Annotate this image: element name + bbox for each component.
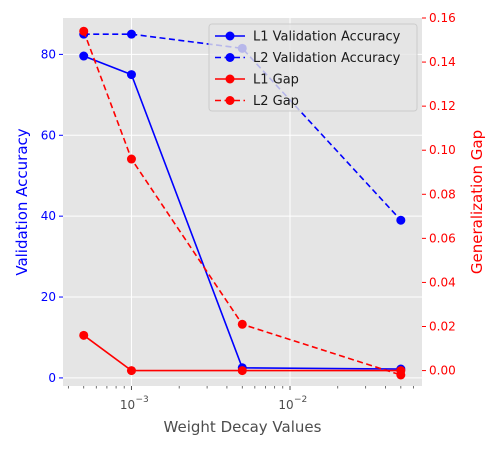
legend-label: L1 Validation Accuracy [253,30,401,45]
series-line [83,334,401,372]
data-point [396,215,406,225]
right-axis-ticks: 0.00 0.02 0.04 0.06 0.08 0.10 0.12 0.14 0.16 [422,11,456,378]
x-axis-label: Weight Decay Values [164,418,322,436]
series-l2-gap [79,26,406,380]
legend-label: L1 Gap [253,73,299,88]
right-y-axis-label: Generalization Gap [468,130,486,274]
right-tick-label: 0.10 [429,143,456,157]
right-tick-label: 0.02 [429,320,456,334]
data-point [126,366,136,376]
right-tick-label: 0.04 [429,275,456,289]
right-tick-label: 0.00 [429,364,456,378]
right-tick-label: 0.14 [429,55,456,69]
data-point [79,26,89,36]
data-point [79,51,89,61]
series-line [82,30,402,376]
x-tick-exponent: −3 [135,395,148,405]
legend-box [208,23,418,112]
series-line [83,33,402,221]
legend: L1 Validation Accuracy L2 Validation Accu… [208,23,418,112]
legend-marker [225,53,235,62]
data-point [126,29,136,39]
legend-marker [225,31,235,41]
x-axis-ticks: 10 −3 10 −2 [67,386,414,412]
left-tick-label: 60 [41,128,56,142]
data-point [237,319,247,329]
left-axis-ticks: 0 20 40 60 80 [41,47,63,385]
data-point [126,154,136,164]
data-point [396,370,406,380]
x-tick-exponent: −2 [294,395,307,405]
legend-label: L2 Validation Accuracy [253,51,401,66]
x-tick-label: 10 [278,398,293,412]
right-tick-label: 0.08 [429,187,456,201]
legend-item: L2 Validation Accuracy [215,51,401,66]
legend-marker [225,96,235,105]
right-tick-label: 0.12 [429,99,456,113]
legend-item: L2 Gap [215,94,299,109]
left-y-axis-label: Validation Accuracy [13,128,31,275]
x-tick-label: 10 [120,398,135,412]
left-tick-label: 20 [41,290,56,304]
grid [63,18,422,386]
legend-label: L2 Gap [253,94,299,109]
series-layer [79,26,406,380]
legend-item: L1 Validation Accuracy [215,30,401,45]
data-point [126,70,136,80]
legend-item: L1 Gap [215,73,299,88]
series-l1-gap [79,330,406,376]
right-tick-label: 0.16 [429,11,456,25]
legend-marker [225,74,235,84]
left-tick-label: 80 [41,47,56,61]
right-tick-label: 0.06 [429,231,456,245]
data-point [79,330,89,340]
series-line [83,55,401,370]
data-point [237,366,247,376]
left-tick-label: 0 [48,371,56,385]
left-tick-label: 40 [41,209,56,223]
